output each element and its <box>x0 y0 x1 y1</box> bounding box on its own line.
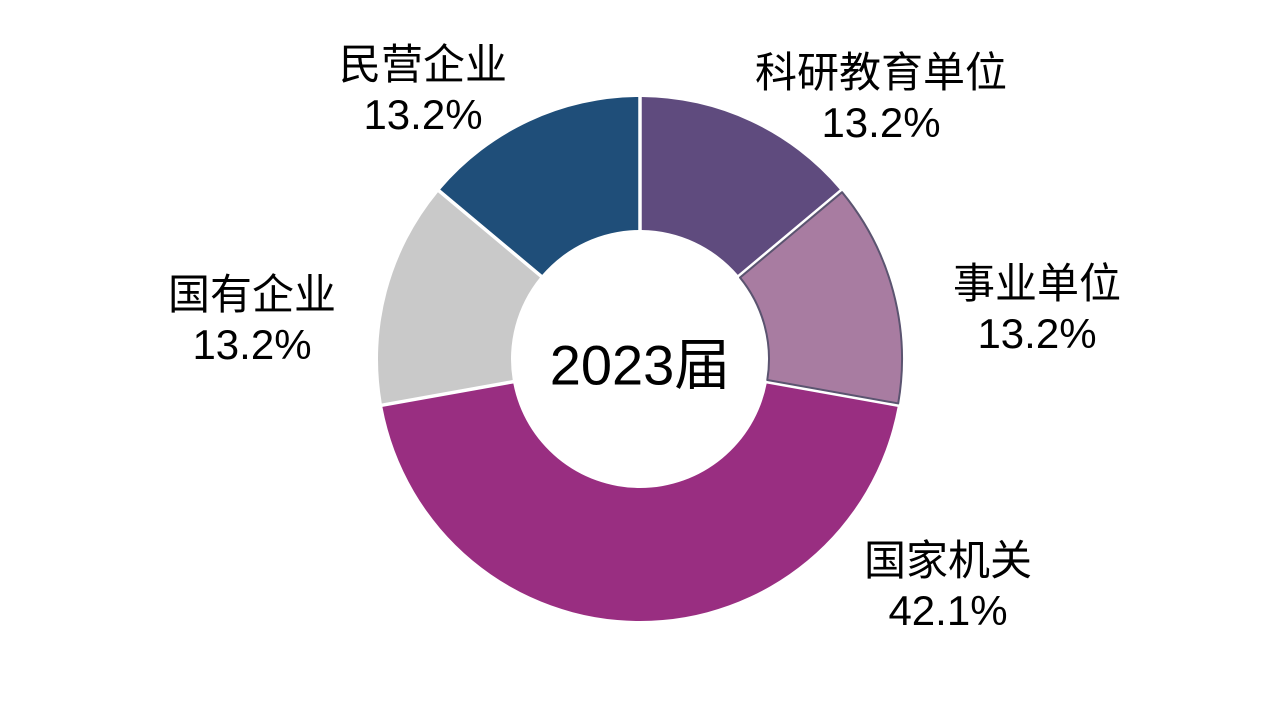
donut-slice-shiye-danwei <box>739 191 903 405</box>
slice-percent: 42.1% <box>888 587 1008 634</box>
donut-slice-keyan-jiaoyu-danwei <box>641 97 840 275</box>
donut-center-label: 2023届 <box>549 333 731 397</box>
slice-label-guojia-jiguan: 国家机关 42.1% <box>864 536 1032 636</box>
slice-percent: 13.2% <box>977 310 1097 357</box>
slice-name: 事业单位 <box>952 260 1122 307</box>
slice-label-shiye-danwei: 事业单位 13.2% <box>953 259 1121 359</box>
slice-label-keyan-jiaoyu-danwei: 科研教育单位 13.2% <box>755 48 1007 148</box>
donut-slice-guoyou-qiye <box>378 192 540 404</box>
slice-name: 国家机关 <box>863 537 1033 584</box>
slice-percent: 13.2% <box>192 321 312 368</box>
slice-name: 国有企业 <box>167 271 337 318</box>
slice-label-minying-qiye: 民营企业 13.2% <box>339 40 507 140</box>
donut-slice-guojia-jiguan <box>382 383 898 622</box>
slice-label-guoyou-qiye: 国有企业 13.2% <box>168 270 336 370</box>
slice-percent: 13.2% <box>363 91 483 138</box>
slice-name: 民营企业 <box>338 41 508 88</box>
slice-name: 科研教育单位 <box>754 49 1008 96</box>
slice-percent: 13.2% <box>821 99 941 146</box>
donut-slice-minying-qiye <box>440 97 639 275</box>
